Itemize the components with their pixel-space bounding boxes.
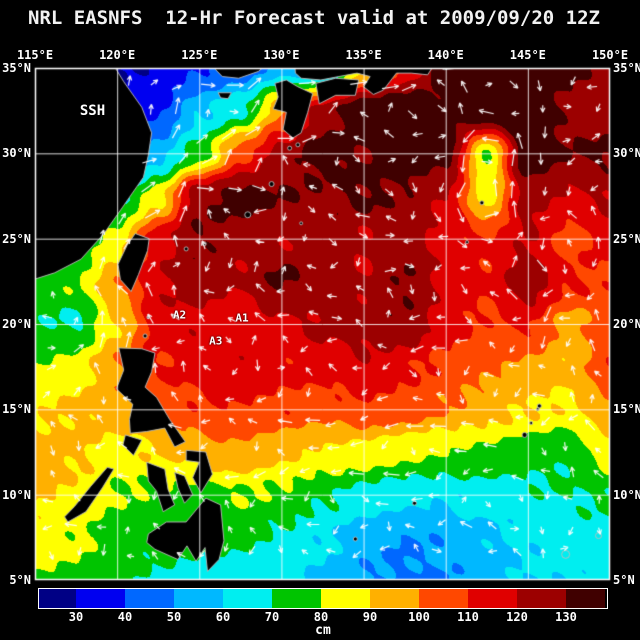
colorbar-tick-label: 30 (68, 610, 84, 624)
lon-tick-label: 145°E (509, 48, 546, 62)
lat-tick-label-left: 10°N (2, 487, 31, 502)
lat-tick-label-left: 15°N (2, 402, 31, 417)
lat-tick-label-right: 15°N (613, 402, 640, 417)
lat-tick-label-right: 25°N (613, 231, 640, 246)
colorbar-tick-label: 100 (408, 610, 430, 624)
station-label-a3: A3 (209, 334, 223, 348)
colorbar-segment (272, 589, 321, 608)
colorbar-tick-label: 120 (506, 610, 528, 624)
lat-tick-label-right: 30°N (613, 146, 640, 161)
lat-tick-label-left: 35°N (2, 61, 31, 75)
colorbar-tick-label: 80 (313, 610, 329, 624)
colorbar-segment (517, 589, 566, 608)
colorbar-tick-label: 50 (166, 610, 182, 624)
station-label-a2: A2 (172, 308, 187, 322)
plot-title: NRL EASNFS 12-Hr Forecast valid at 2009/… (28, 7, 600, 29)
lon-tick-label: 140°E (427, 48, 464, 62)
lat-tick-label-right: 10°N (613, 487, 640, 502)
colorbar-segment (223, 589, 272, 608)
colorbar-segment (566, 589, 605, 608)
colorbar-tick-label: 110 (457, 610, 479, 624)
lon-tick-label: 135°E (345, 48, 382, 62)
lat-tick-label-left: 25°N (2, 231, 31, 246)
station-label-a1: A1 (235, 311, 249, 325)
colorbar-tick-label: 90 (362, 610, 378, 624)
colorbar-segment (39, 589, 76, 608)
colorbar-segment (321, 589, 370, 608)
colorbar (38, 588, 608, 609)
lon-tick-label: 120°E (99, 48, 136, 62)
colorbar-segment (419, 589, 468, 608)
colorbar-tick-label: 130 (555, 610, 577, 624)
lat-tick-label-left: 20°N (2, 317, 31, 331)
lat-tick-label-right: 20°N (613, 317, 640, 331)
colorbar-segment (125, 589, 174, 608)
colorbar-tick-label: 40 (117, 610, 133, 624)
colorbar-segment (76, 589, 125, 608)
lon-tick-label: 150°E (591, 48, 629, 62)
lon-tick-label: 115°E (16, 48, 54, 62)
lat-tick-label-right: 5°N (613, 573, 635, 587)
colorbar-tick-label: 60 (215, 610, 231, 624)
lon-tick-label: 130°E (263, 48, 300, 62)
colorbar-tick-label: 70 (264, 610, 280, 624)
colorbar-units-label: cm (315, 623, 331, 638)
field-name-label: SSH (79, 102, 106, 119)
colorbar-segment (370, 589, 419, 608)
lon-tick-label: 125°E (181, 48, 218, 62)
lat-tick-label-left: 30°N (2, 146, 31, 161)
colorbar-segment (174, 589, 223, 608)
lat-tick-label-right: 35°N (613, 61, 640, 75)
colorbar-segment (468, 589, 517, 608)
lat-tick-label-left: 5°N (9, 573, 31, 587)
